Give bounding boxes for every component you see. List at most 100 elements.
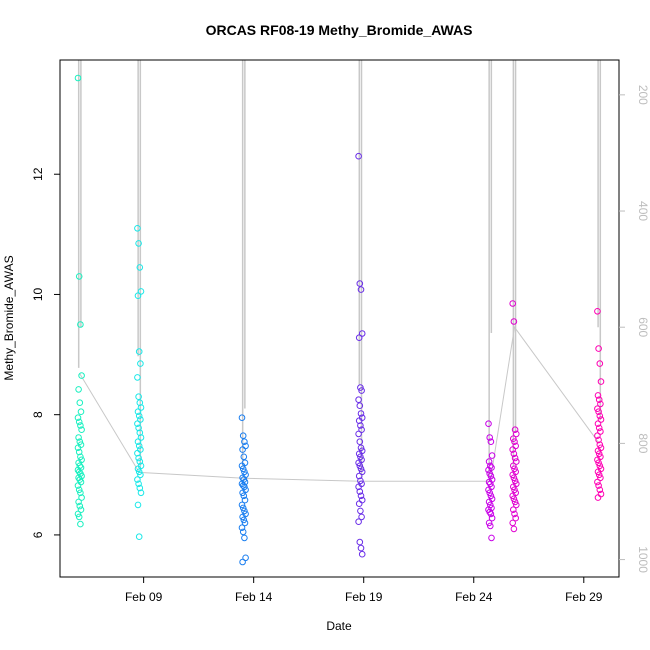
data-point [74, 414, 82, 422]
data-point [357, 384, 364, 391]
data-point [355, 334, 363, 342]
x-tick-label: Feb 29 [565, 590, 603, 604]
data-point [509, 300, 517, 307]
data-point [487, 522, 494, 530]
data-point [76, 502, 84, 510]
data-point [241, 496, 249, 504]
data-point [75, 513, 83, 521]
data-point [488, 534, 495, 542]
data-point [511, 510, 518, 518]
data-point [510, 318, 518, 325]
data-point [77, 422, 84, 429]
data-point [75, 273, 83, 280]
data-point [241, 534, 248, 542]
data-point [486, 434, 494, 441]
data-point [239, 446, 246, 453]
data-point [597, 400, 604, 408]
data-point [78, 494, 85, 501]
data-point [511, 454, 519, 462]
data-point [597, 428, 604, 435]
data-point [77, 321, 84, 328]
y-tick-label: 6 [31, 531, 45, 538]
data-point [357, 422, 364, 429]
data-point [134, 292, 142, 300]
data-point [487, 480, 494, 488]
y-tick-label: 8 [31, 411, 45, 418]
data-point [511, 438, 518, 446]
data-point [135, 480, 142, 488]
data-point [240, 492, 248, 500]
data-point [134, 225, 141, 232]
data-point [595, 345, 602, 352]
data-point [511, 465, 518, 473]
data-point [594, 478, 601, 486]
data-point [597, 416, 605, 423]
y2-tick-label: 1000 [636, 546, 650, 573]
data-point [137, 404, 145, 411]
y-tick-label: 12 [31, 167, 45, 181]
data-point [135, 454, 142, 462]
data-point [239, 465, 247, 473]
data-point [485, 486, 492, 494]
data-point [355, 472, 363, 480]
data-point [594, 447, 602, 455]
data-point [74, 482, 82, 489]
data-point [358, 426, 365, 434]
data-point [134, 449, 141, 457]
data-point [597, 474, 604, 482]
data-point [510, 435, 517, 443]
data-point [75, 418, 83, 426]
data-point [241, 519, 249, 527]
data-point [511, 486, 518, 494]
data-point [596, 412, 604, 420]
data-point [136, 429, 144, 437]
data-point [136, 484, 144, 492]
data-point [510, 474, 518, 482]
data-point [357, 453, 364, 461]
data-point [510, 450, 518, 458]
data-point [486, 489, 494, 497]
y-axis: 6 8 10 12 [31, 167, 60, 538]
y2-tick-label: 200 [636, 85, 650, 105]
data-point [595, 482, 602, 489]
data-point [357, 444, 365, 452]
data-point [77, 489, 84, 497]
data-point [75, 498, 82, 506]
data-point [355, 500, 363, 508]
data-point [509, 519, 517, 527]
data-point [137, 434, 145, 441]
data-point [75, 434, 82, 441]
data-point [74, 74, 82, 82]
data-point [76, 399, 84, 407]
data-point [77, 408, 85, 416]
data-point [355, 396, 362, 404]
data-point [135, 424, 142, 432]
data-point [135, 533, 143, 541]
data-point [238, 524, 246, 532]
data-point [135, 393, 142, 401]
x-tick-label: Feb 14 [235, 590, 273, 604]
data-point [595, 459, 602, 467]
data-point [510, 506, 517, 514]
data-point [594, 392, 602, 399]
data-point [487, 492, 495, 500]
pressure-trace [77, 60, 602, 482]
data-point [485, 466, 492, 474]
data-point [75, 386, 82, 393]
data-point [357, 286, 365, 293]
data-point [78, 426, 85, 434]
data-point [75, 486, 83, 494]
data-point [594, 468, 602, 476]
y2-tick-label: 600 [636, 317, 650, 337]
data-point [356, 402, 364, 410]
data-point [135, 468, 143, 476]
data-point [595, 436, 602, 444]
data-point [357, 465, 365, 473]
data-point [136, 264, 144, 271]
data-point [239, 558, 246, 566]
x-tick-label: Feb 19 [345, 590, 383, 604]
data-point [595, 408, 602, 416]
data-point [512, 514, 520, 522]
data-point [134, 501, 142, 509]
data-point [595, 396, 603, 404]
